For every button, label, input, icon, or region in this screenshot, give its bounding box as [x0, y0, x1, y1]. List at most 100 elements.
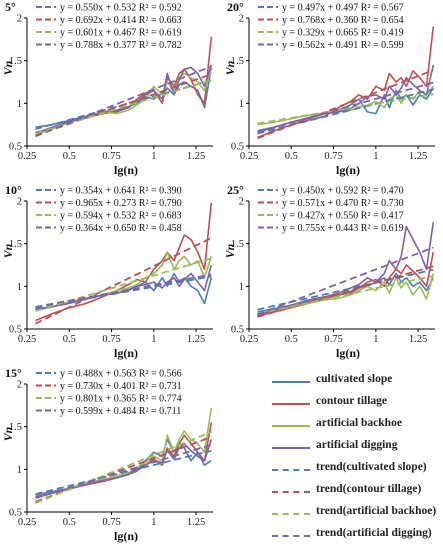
- trend-line-artificial_backhoe: [35, 79, 212, 135]
- trend-equation: y = 0.730x + 0.401 R² = 0.731: [60, 381, 182, 392]
- legend-label: trend(artificial backhoe): [316, 505, 437, 517]
- trend-line-artificial_digging: [35, 444, 212, 499]
- trend-line-cultivated_slope: [257, 268, 434, 311]
- series-line-contour_tillage: [35, 202, 213, 322]
- series-line-artificial_digging: [35, 439, 213, 499]
- plot-area: [35, 202, 213, 325]
- trend-equation: y = 0.488x + 0.563 R² = 0.566: [60, 369, 182, 380]
- y-tick-label: 0.5: [9, 142, 22, 153]
- y-tick-label: 0.5: [9, 325, 22, 336]
- y-tick-label: 1.5: [231, 239, 244, 250]
- trend-line-contour_tillage: [35, 436, 212, 503]
- series-line-contour_tillage: [35, 422, 213, 498]
- trend-equation: y = 0.755x + 0.443 R² = 0.619: [282, 223, 404, 234]
- plot-area: [257, 222, 435, 318]
- x-tick-label: 0.75: [102, 334, 120, 345]
- plot-area: [35, 36, 213, 138]
- legend-item: trend(artificial backhoe): [268, 504, 443, 526]
- trend-equation: y = 0.550x + 0.532 R² = 0.592: [60, 3, 182, 14]
- x-tick-label: 0.5: [63, 517, 76, 528]
- legend: cultivated slope contour tillage artificia…: [268, 372, 443, 548]
- trend-equation: y = 0.801x + 0.365 R² = 0.774: [60, 394, 182, 405]
- x-tick-label: 0.75: [102, 517, 120, 528]
- x-tick-label: 0.75: [324, 151, 342, 162]
- x-axis-label: lg(n): [336, 163, 360, 177]
- trend-line-artificial_backhoe: [35, 431, 212, 504]
- legend-item: artificial digging: [268, 438, 443, 460]
- x-tick-label: 1.25: [187, 334, 205, 345]
- plot-area: [35, 407, 213, 504]
- legend-swatch: [272, 469, 310, 471]
- legend-label: artificial digging: [316, 439, 398, 451]
- legend-item: artificial backhoe: [268, 416, 443, 438]
- x-tick-label: 1: [151, 334, 156, 345]
- x-tick-label: 1.25: [187, 517, 205, 528]
- panel-title: 25°: [227, 183, 244, 197]
- trend-equation: y = 0.601x + 0.467 R² = 0.619: [60, 28, 182, 39]
- series-line-artificial_backhoe: [257, 85, 434, 126]
- trend-equation: y = 0.364x + 0.650 R² = 0.458: [60, 223, 182, 234]
- y-tick-label: 0.5: [231, 142, 244, 153]
- y-tick-label: 1.5: [9, 56, 22, 67]
- plot-area: [257, 26, 435, 140]
- x-tick-label: 0.75: [324, 334, 342, 345]
- panel-title: 10°: [5, 183, 22, 197]
- x-tick-label: 1.25: [187, 151, 205, 162]
- y-tick-label: 1.5: [9, 239, 22, 250]
- x-tick-label: 0.25: [18, 151, 36, 162]
- trend-line-artificial_digging: [257, 81, 434, 134]
- series-line-artificial_backhoe: [35, 68, 213, 136]
- trend-line-artificial_backhoe: [257, 93, 434, 125]
- legend-label: cultivated slope: [316, 373, 393, 385]
- y-tick-label: 1: [239, 282, 244, 293]
- y-tick-label: 0.5: [231, 325, 244, 336]
- y-tick-label: 1.5: [231, 56, 244, 67]
- legend-item: trend(contour tillage): [268, 482, 443, 504]
- legend-label: trend(contour tillage): [316, 483, 422, 495]
- trend-line-artificial_digging: [257, 246, 434, 316]
- y-axis-label: Vn: [1, 243, 15, 258]
- x-tick-label: 0.25: [240, 334, 258, 345]
- trend-equation: y = 0.788x + 0.377 R² = 0.782: [60, 40, 182, 51]
- x-tick-label: 0.5: [285, 151, 298, 162]
- trend-equation: y = 0.427x + 0.550 R² = 0.417: [282, 211, 404, 222]
- y-tick-label: 1: [17, 99, 22, 110]
- x-tick-label: 0.5: [63, 334, 76, 345]
- series-line-artificial_digging: [257, 222, 435, 317]
- panel-title: 5°: [5, 0, 16, 14]
- legend-swatch: [272, 403, 310, 405]
- trend-equation: y = 0.965x + 0.273 R² = 0.790: [60, 198, 182, 209]
- trend-equation: y = 0.594x + 0.532 R² = 0.683: [60, 211, 182, 222]
- series-line-artificial_backhoe: [257, 273, 435, 315]
- y-tick-label: 2: [17, 14, 22, 25]
- trend-equation: y = 0.571x + 0.470 R² = 0.730: [282, 198, 404, 209]
- x-tick-label: 1: [151, 151, 156, 162]
- legend-swatch: [272, 513, 310, 515]
- trend-line-contour_tillage: [257, 265, 434, 318]
- x-tick-label: 0.25: [18, 517, 36, 528]
- series-line-artificial_digging: [257, 64, 435, 134]
- trend-line-artificial_digging: [35, 273, 212, 308]
- y-tick-label: 0.5: [9, 508, 22, 519]
- panel-title: 15°: [5, 366, 22, 380]
- series-line-cultivated_slope: [257, 87, 434, 132]
- trend-line-cultivated_slope: [35, 275, 212, 309]
- x-tick-label: 0.25: [240, 151, 258, 162]
- y-tick-label: 2: [239, 14, 244, 25]
- y-axis-label: Vn: [223, 60, 237, 75]
- legend-swatch: [272, 381, 310, 383]
- legend-label: trend(artificial digging): [316, 527, 432, 539]
- legend-swatch: [272, 535, 310, 537]
- x-axis-label: lg(n): [114, 163, 138, 177]
- y-axis-label: Vn: [223, 243, 237, 258]
- trend-equation: y = 0.450x + 0.592 R² = 0.470: [282, 186, 404, 197]
- legend-swatch: [272, 447, 310, 449]
- legend-item: contour tillage: [268, 394, 443, 416]
- series-line-contour_tillage: [257, 26, 435, 139]
- trend-line-artificial_backhoe: [35, 257, 212, 312]
- x-tick-label: 1: [151, 517, 156, 528]
